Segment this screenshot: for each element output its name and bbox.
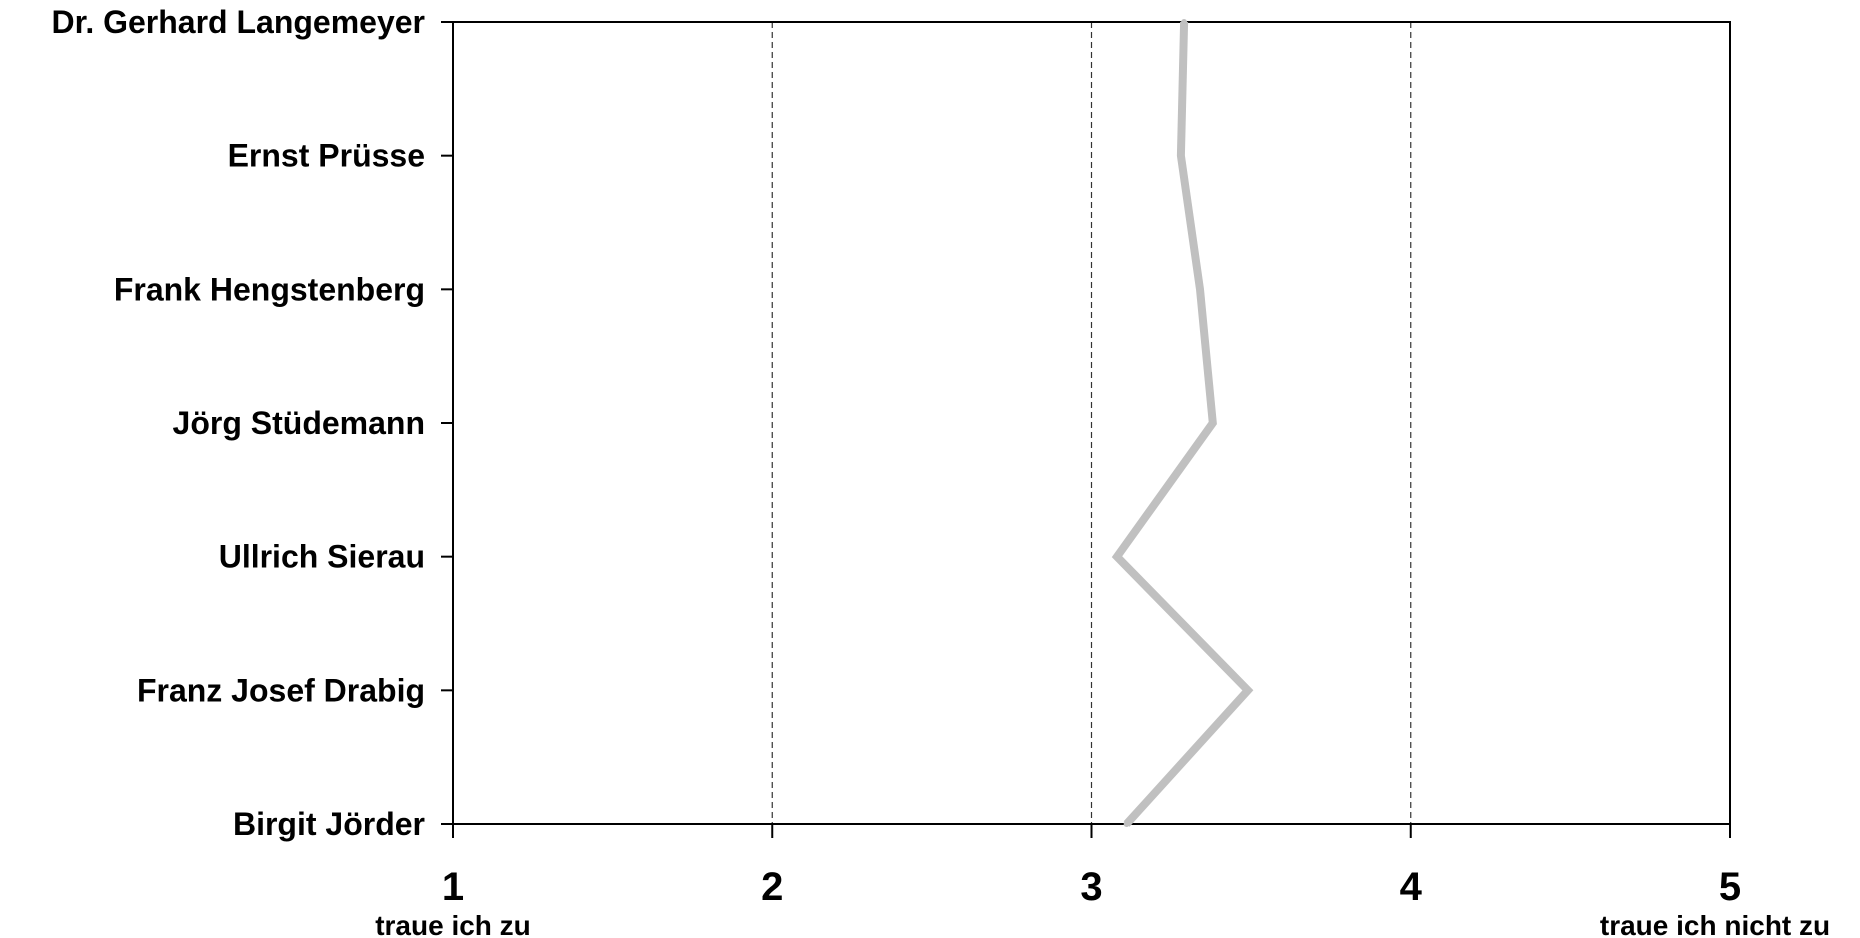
data-point bbox=[1123, 821, 1130, 827]
x-tick-label: 4 bbox=[1400, 865, 1423, 909]
data-point bbox=[1244, 687, 1251, 694]
x-axis-right-end-label: traue ich nicht zu bbox=[1600, 910, 1830, 938]
x-tick-label: 5 bbox=[1719, 865, 1741, 909]
data-point bbox=[1177, 152, 1184, 159]
category-label: Ernst Prüsse bbox=[228, 138, 425, 174]
category-label: Dr. Gerhard Langemeyer bbox=[52, 4, 425, 40]
category-label: Birgit Jörder bbox=[233, 806, 425, 842]
series-line bbox=[1111, 21, 1254, 827]
x-tick-label: 3 bbox=[1080, 865, 1102, 909]
data-point bbox=[1209, 420, 1216, 426]
x-tick-label: 1 bbox=[442, 865, 464, 909]
series-layer bbox=[1111, 19, 1254, 827]
grid-lines bbox=[771, 22, 1412, 824]
data-point bbox=[1181, 19, 1188, 25]
category-label: Jörg Stüdemann bbox=[173, 405, 425, 441]
category-label: Frank Hengstenberg bbox=[114, 271, 425, 307]
x-axis-ticks: 1 2 3 4 5 bbox=[442, 824, 1741, 909]
category-label: Ullrich Sierau bbox=[219, 539, 425, 575]
category-label: Franz Josef Drabig bbox=[137, 672, 425, 708]
data-point bbox=[1197, 286, 1204, 293]
category-labels: Dr. Gerhard Langemeyer Ernst Prüsse Frank … bbox=[52, 4, 453, 842]
data-point bbox=[1114, 553, 1121, 560]
x-tick-label: 2 bbox=[761, 865, 783, 909]
x-axis-left-end-label: traue ich zu bbox=[375, 910, 531, 938]
